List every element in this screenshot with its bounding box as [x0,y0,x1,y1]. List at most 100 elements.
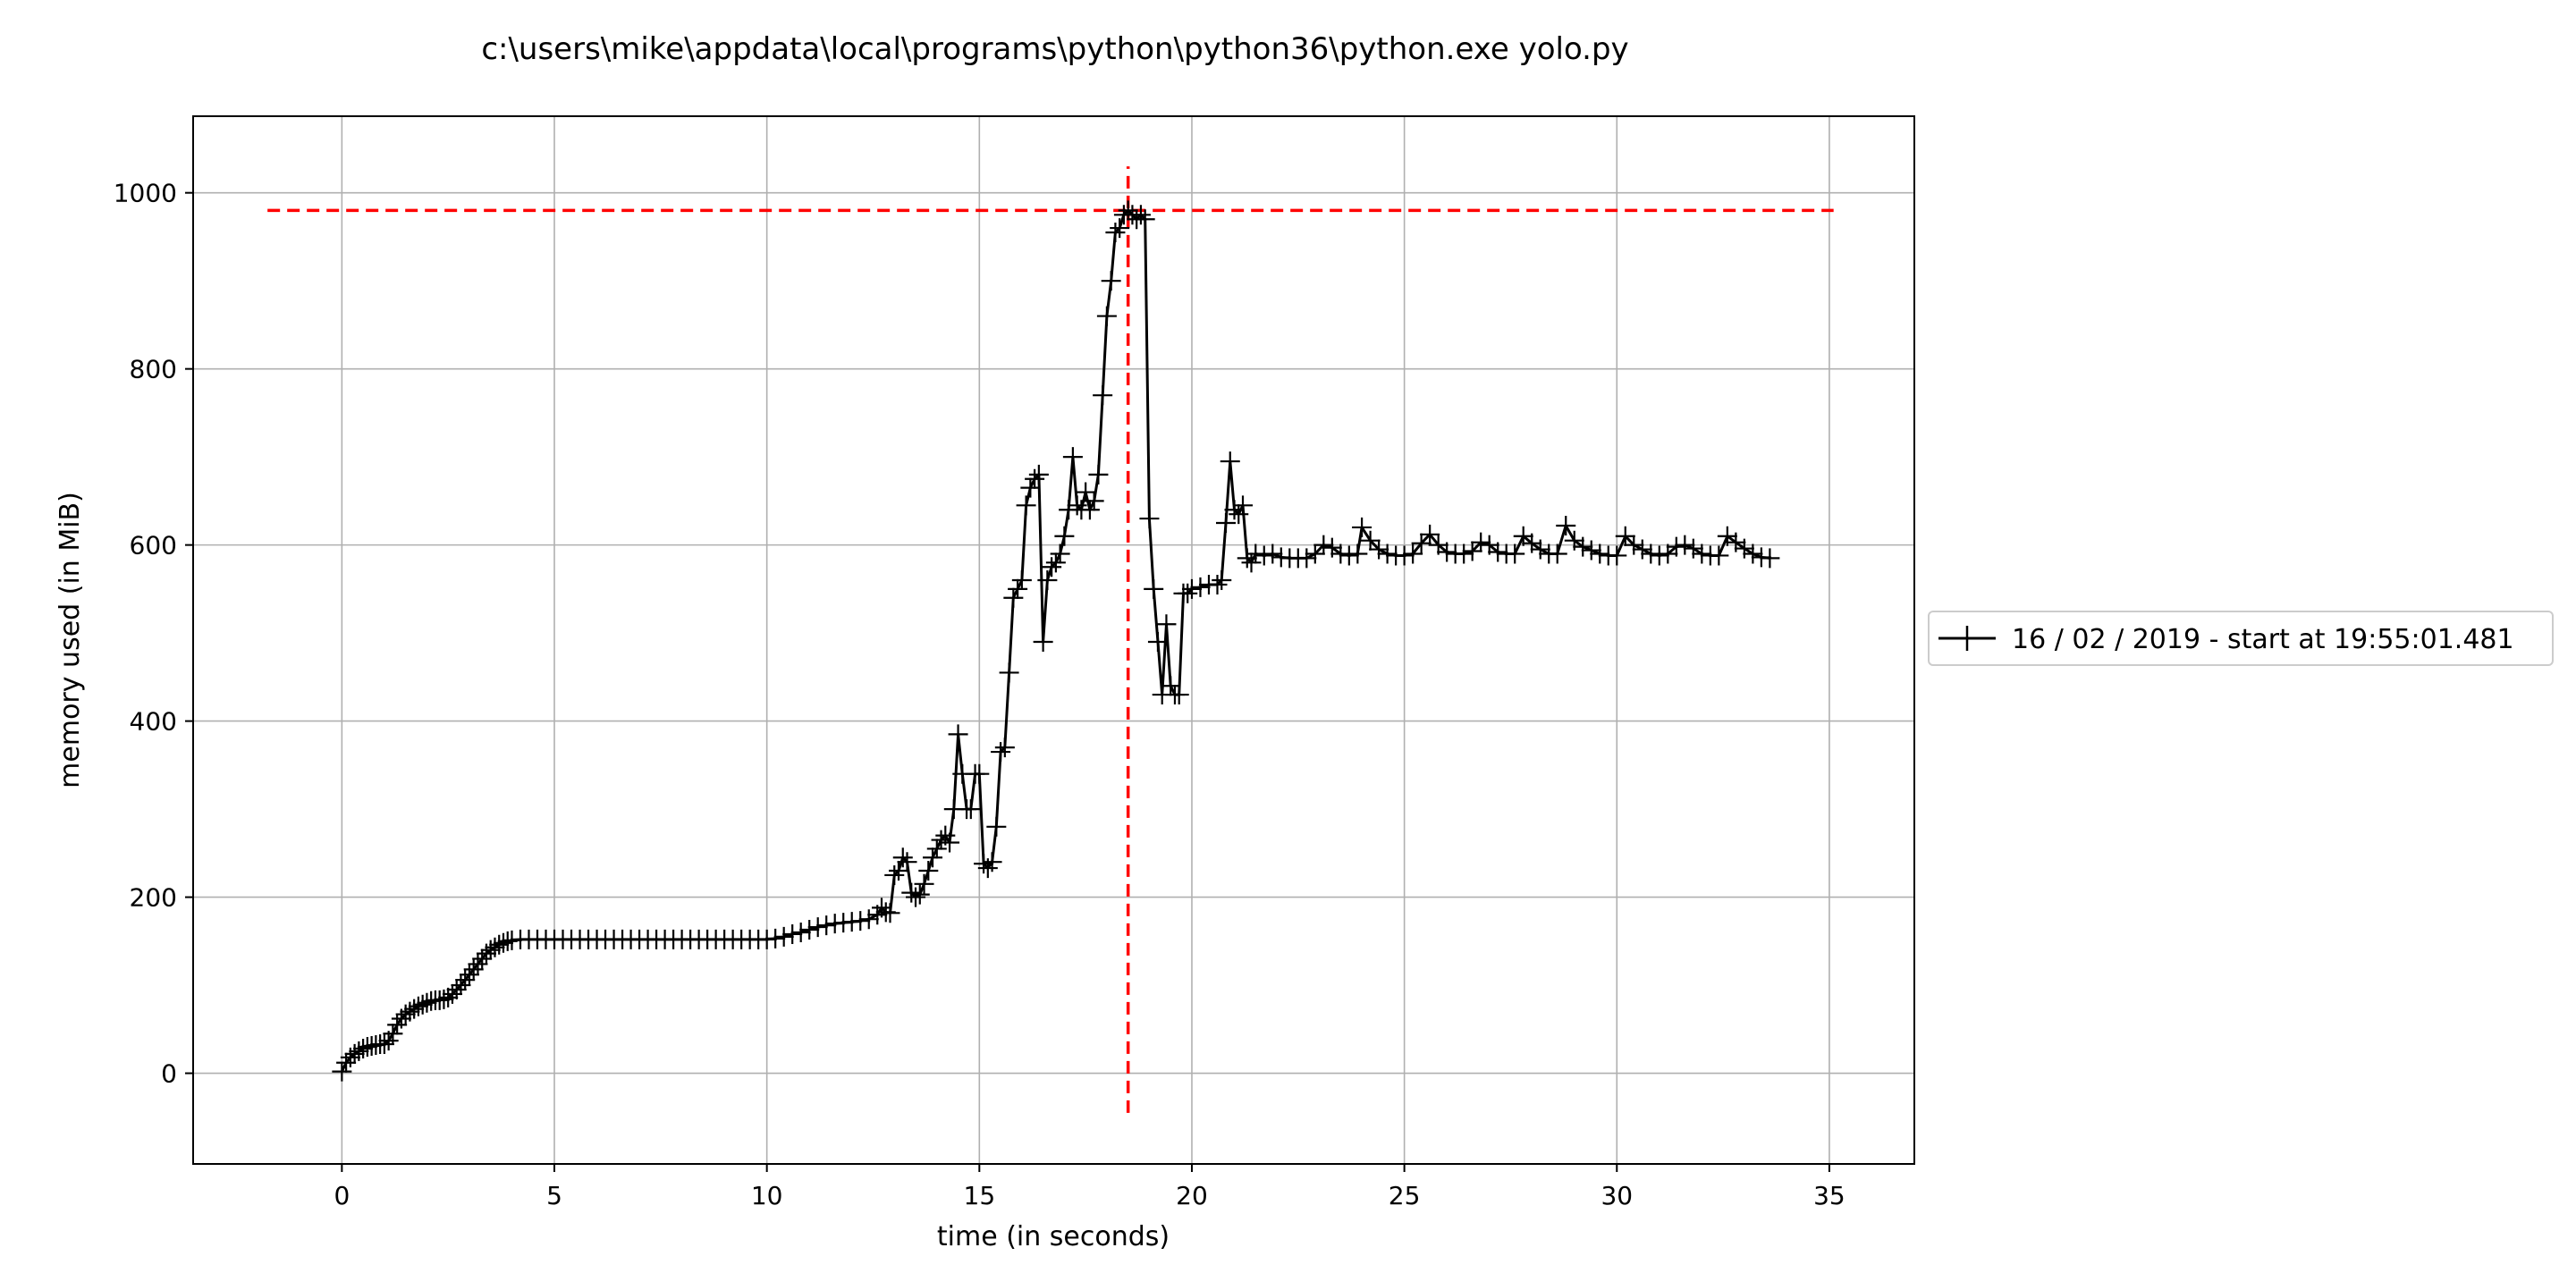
data-point-129 [1062,447,1083,468]
data-point-89 [892,847,913,868]
data-point-136 [1093,385,1113,406]
data-point-219 [1666,536,1686,557]
data-point-121 [1028,464,1049,485]
data-point-27 [446,979,467,999]
data-point-91 [901,882,922,903]
data-point-152 [1161,676,1181,696]
data-point-163 [1220,451,1240,472]
data-point-90 [897,852,917,873]
data-point-18 [408,996,428,1016]
x-tick-label-0: 0 [334,1181,350,1210]
data-point-30 [459,965,479,985]
data-point-75 [799,920,820,940]
data-point-189 [1411,533,1432,553]
x-tick-label-5: 25 [1389,1181,1421,1210]
data-point-3 [344,1043,365,1064]
data-point-115 [1003,587,1024,608]
data-point-203 [1530,539,1550,560]
reference-lines [267,166,1834,1113]
data-point-146 [1135,209,1155,230]
data-point-35 [480,940,501,960]
data-point-134 [1084,491,1104,511]
legend-box [1928,611,2554,666]
data-point-73 [782,923,803,944]
x-axis: 0 5 10 15 20 25 30 35 [334,1164,1845,1210]
legend-label: 16 / 02 / 2019 - start at 19:55:01.481 [2012,624,2514,655]
data-point-117 [1011,570,1032,591]
y-tick-label-0: 0 [161,1059,177,1089]
data-point-175 [1296,548,1317,569]
data-point-74 [790,922,811,942]
data-point-206 [1556,515,1576,535]
data-point-165 [1229,504,1249,525]
data-point-220 [1675,535,1695,555]
y-tick-label-2: 400 [130,707,177,737]
data-point-17 [404,999,425,1019]
data-point-123 [1037,570,1058,591]
data-point-205 [1547,544,1567,564]
data-point-125 [1045,552,1066,573]
data-point-185 [1377,544,1398,564]
data-point-28 [451,975,471,996]
data-point-215 [1632,539,1652,560]
data-point-169 [1246,544,1266,564]
data-point-137 [1096,306,1117,326]
data-point-31 [463,959,484,980]
data-point-156 [1178,583,1198,603]
data-point-4 [349,1041,369,1061]
data-point-187 [1394,545,1415,566]
data-point-127 [1054,526,1075,546]
data-point-179 [1330,544,1351,564]
data-point-214 [1624,535,1644,555]
data-point-209 [1581,540,1601,561]
data-point-126 [1050,544,1070,564]
data-point-111 [986,816,1007,837]
data-point-151 [1156,614,1177,635]
data-point-124 [1042,557,1062,577]
data-point-192 [1437,542,1457,562]
data-point-184 [1369,539,1389,560]
data-point-113 [994,738,1015,758]
data-point-188 [1403,544,1423,564]
data-point-168 [1241,552,1262,573]
data-point-112 [991,742,1011,763]
data-point-19 [412,994,433,1015]
y-tick-label-4: 800 [130,355,177,384]
data-point-105 [960,799,981,820]
data-point-87 [884,864,905,885]
data-point-107 [969,763,990,784]
data-point-200 [1505,544,1525,564]
data-point-110 [982,852,1002,873]
data-point-228 [1743,544,1763,564]
data-point-86 [880,903,900,923]
data-point-10 [374,1034,394,1055]
data-point-182 [1352,517,1372,537]
data-point-108 [974,854,994,874]
data-point-96 [923,847,943,868]
data-point-183 [1360,530,1381,551]
data-point-26 [442,983,462,1004]
data-point-1 [336,1052,357,1073]
data-point-221 [1683,538,1703,559]
data-point-94 [914,873,934,894]
data-point-227 [1734,538,1754,559]
x-tick-label-1: 5 [546,1181,562,1210]
data-point-16 [400,1001,420,1022]
data-point-149 [1147,631,1168,652]
data-point-38 [493,932,513,953]
data-point-114 [999,662,1019,683]
data-point-135 [1088,464,1109,485]
x-tick-label-3: 15 [964,1181,996,1210]
data-point-158 [1190,577,1211,597]
data-point-210 [1590,544,1610,564]
data-point-132 [1076,482,1096,502]
data-point-198 [1488,542,1508,562]
data-point-157 [1181,578,1202,599]
data-point-133 [1079,500,1100,520]
data-point-171 [1263,544,1283,564]
data-point-162 [1216,513,1236,534]
data-point-166 [1233,495,1254,516]
x-tick-label-4: 20 [1176,1181,1208,1210]
data-point-217 [1649,545,1669,566]
